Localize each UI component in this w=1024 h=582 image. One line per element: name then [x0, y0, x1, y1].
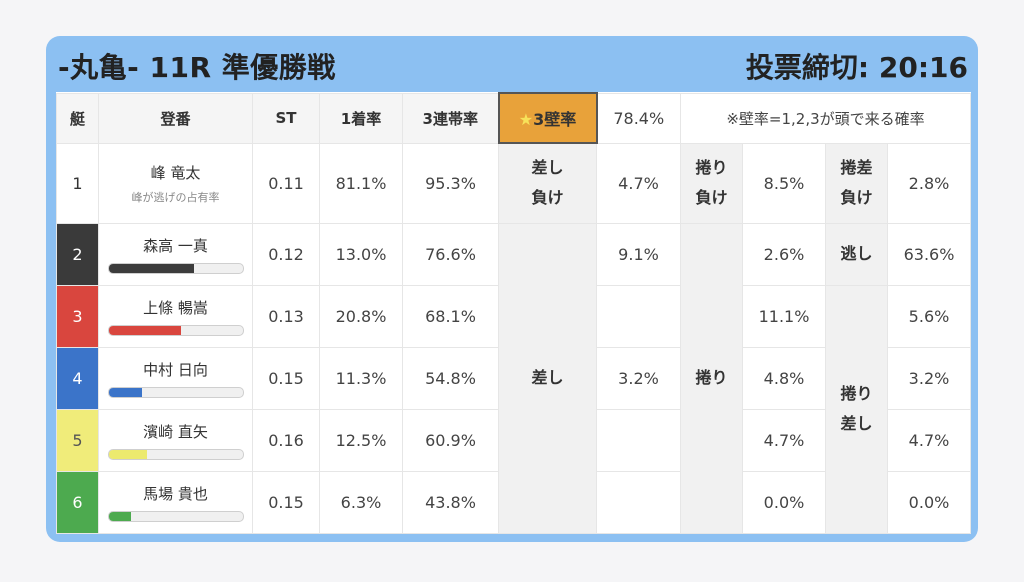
star-icon: ★: [518, 110, 534, 129]
boat-number: 4: [56, 346, 99, 410]
col-st: ST: [252, 92, 320, 144]
racer-name: 馬場 貴也: [143, 484, 208, 503]
sashi-value: [596, 470, 681, 534]
racer-cell: 上條 暢嵩: [98, 284, 253, 348]
makuri-label: 捲り: [680, 222, 743, 534]
rate-bar: [107, 448, 244, 460]
rate-bar: [107, 386, 244, 398]
table-row: 6 馬場 貴也 0.15 6.3% 43.8% 0.0% 0.0%: [56, 470, 971, 534]
nige-label: 逃し: [825, 222, 888, 286]
racer-cell: 峰 竜太 峰が逃げの占有率: [98, 142, 253, 224]
sashi-value: 9.1%: [596, 222, 681, 286]
rate-bar: [107, 510, 244, 522]
racer-name: 濱崎 直矢: [143, 422, 208, 441]
makuri-value: 4.7%: [742, 408, 826, 472]
first-rate-value: 12.5%: [319, 408, 403, 472]
col-first-rate: 1着率: [319, 92, 403, 144]
makurisashi-label: 捲り 差し: [825, 284, 888, 534]
rate-bar-fill: [108, 387, 142, 397]
sashi-label: 差し: [498, 222, 597, 534]
wall-rate-label: 3壁率: [533, 110, 577, 129]
racer-cell: 馬場 貴也: [98, 470, 253, 534]
racer-cell: 中村 日向: [98, 346, 253, 410]
rate-bar-fill: [108, 511, 132, 521]
sashi-value: [596, 284, 681, 348]
makuri-value: 4.8%: [742, 346, 826, 410]
first-rate-value: 13.0%: [319, 222, 403, 286]
makurisashi-lose-label: 捲差 負け: [825, 142, 888, 224]
nige-value: 63.6%: [887, 222, 971, 286]
top3-rate-value: 54.8%: [402, 346, 499, 410]
sashi-value: 3.2%: [596, 346, 681, 410]
first-rate-value: 6.3%: [319, 470, 403, 534]
stats-table: 艇 登番 ST 1着率 3連帯率 ★3壁率 78.4% ※壁率=1,2,3が頭で…: [56, 92, 971, 534]
first-rate-value: 11.3%: [319, 346, 403, 410]
st-value: 0.13: [252, 284, 320, 348]
boat-number: 6: [56, 470, 99, 534]
wall-rate-header[interactable]: ★3壁率: [497, 92, 598, 144]
sashi-lose-label: 差し 負け: [498, 142, 597, 224]
st-value: 0.11: [252, 142, 320, 224]
racer-name: 峰 竜太: [150, 163, 201, 182]
header-row: 艇 登番 ST 1着率 3連帯率 ★3壁率 78.4% ※壁率=1,2,3が頭で…: [56, 92, 971, 144]
st-value: 0.12: [252, 222, 320, 286]
escape-share-label: 峰が逃げの占有率: [131, 190, 220, 204]
wall-rate-value: 78.4%: [596, 92, 681, 144]
wall-rate-note: ※壁率=1,2,3が頭で来る確率: [680, 92, 971, 144]
table-row: 2 森高 一真 0.12 13.0% 76.6% 差し 9.1% 捲り 2.6%…: [56, 222, 971, 534]
table-row: 5 濱崎 直矢 0.16 12.5% 60.9% 4.7% 4.7%: [56, 408, 971, 472]
first-rate-value: 81.1%: [319, 142, 403, 224]
makurisashi-value: 5.6%: [887, 284, 971, 348]
top3-rate-value: 43.8%: [402, 470, 499, 534]
rate-bar: [107, 324, 244, 336]
makurisashi-value: 4.7%: [887, 408, 971, 472]
boat-number: 2: [56, 222, 99, 286]
boat-number: 3: [56, 284, 99, 348]
first-rate-value: 20.8%: [319, 284, 403, 348]
top3-rate-value: 76.6%: [402, 222, 499, 286]
top3-rate-value: 95.3%: [402, 142, 499, 224]
makuri-value: 2.6%: [742, 222, 826, 286]
rate-bar-fill: [108, 263, 195, 273]
racer-name: 中村 日向: [143, 360, 208, 379]
top3-rate-value: 60.9%: [402, 408, 499, 472]
col-racer: 登番: [98, 92, 253, 144]
makuri-value: 0.0%: [742, 470, 826, 534]
rate-bar-fill: [108, 325, 181, 335]
st-value: 0.15: [252, 346, 320, 410]
st-value: 0.16: [252, 408, 320, 472]
rate-bar-fill: [108, 449, 148, 459]
table-row: 3 上條 暢嵩 0.13 20.8% 68.1% 11.1% 捲り 差し 5.6…: [56, 284, 971, 534]
racer-cell: 濱崎 直矢: [98, 408, 253, 472]
rate-bar: [107, 262, 244, 274]
makurisashi-lose-value: 2.8%: [887, 142, 971, 224]
sashi-value: [596, 408, 681, 472]
sashi-lose-value: 4.7%: [596, 142, 681, 224]
race-title: -丸亀- 11R 準優勝戦: [58, 51, 336, 84]
makurisashi-value: 0.0%: [887, 470, 971, 534]
boat-number: 5: [56, 408, 99, 472]
boat-number: 1: [56, 142, 99, 224]
col-boat: 艇: [56, 92, 99, 144]
vote-deadline: 投票締切: 20:16: [745, 51, 968, 84]
racer-name: 上條 暢嵩: [143, 298, 208, 317]
st-value: 0.15: [252, 470, 320, 534]
makurisashi-value: 3.2%: [887, 346, 971, 410]
table-row: 1 峰 竜太 峰が逃げの占有率 0.11 81.1% 95.3% 差し 負け 4…: [56, 142, 971, 224]
table-row: 4 中村 日向 0.15 11.3% 54.8% 3.2% 4.8% 3.2%: [56, 346, 971, 410]
race-card: -丸亀- 11R 準優勝戦 投票締切: 20:16 艇 登番 ST 1着率 3連…: [46, 36, 978, 542]
makuri-lose-value: 8.5%: [742, 142, 826, 224]
racer-name: 森高 一真: [143, 236, 208, 255]
makuri-value: 11.1%: [742, 284, 826, 348]
makuri-lose-label: 捲り 負け: [680, 142, 743, 224]
top3-rate-value: 68.1%: [402, 284, 499, 348]
col-top3-rate: 3連帯率: [402, 92, 499, 144]
racer-cell: 森高 一真: [98, 222, 253, 286]
